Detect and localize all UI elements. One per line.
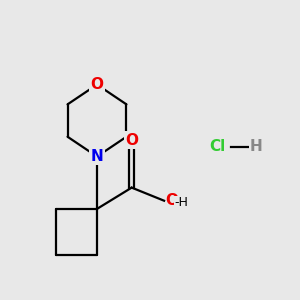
Text: Cl: Cl (210, 139, 226, 154)
Text: -H: -H (174, 196, 188, 209)
Text: O: O (166, 193, 178, 208)
Text: H: H (250, 139, 262, 154)
Text: O: O (91, 77, 103, 92)
Text: O: O (125, 133, 138, 148)
Text: N: N (91, 149, 103, 164)
